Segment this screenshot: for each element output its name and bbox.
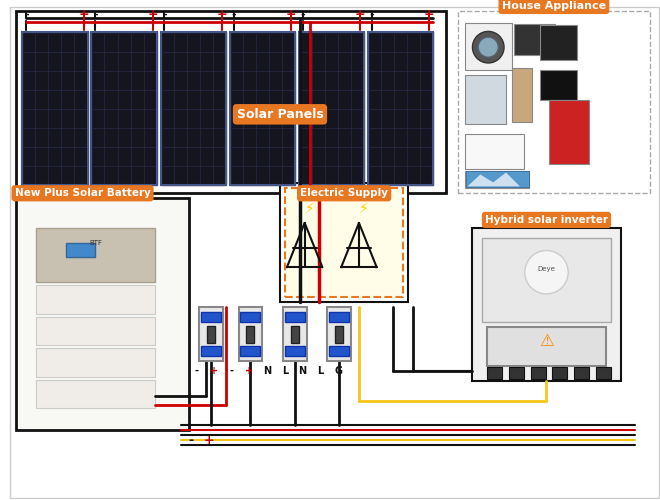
Text: +: + — [354, 8, 365, 21]
Bar — [596, 367, 610, 379]
Bar — [36, 285, 154, 314]
Circle shape — [525, 250, 568, 294]
Text: +: + — [203, 434, 214, 446]
Text: -: - — [231, 10, 236, 20]
Bar — [36, 228, 154, 282]
Text: +: + — [216, 8, 227, 21]
Bar — [574, 367, 589, 379]
Bar — [238, 307, 262, 361]
Bar — [92, 32, 156, 186]
Text: -: - — [189, 434, 193, 446]
Text: BTF: BTF — [89, 240, 102, 246]
Text: +: + — [79, 8, 89, 21]
Bar — [299, 32, 364, 186]
Text: Hybrid solar inverter: Hybrid solar inverter — [485, 215, 608, 225]
Text: L: L — [317, 366, 323, 376]
Bar — [201, 346, 220, 356]
Text: Electric Supply: Electric Supply — [300, 188, 388, 198]
Bar — [531, 367, 546, 379]
Bar — [329, 312, 349, 322]
Bar — [22, 32, 88, 186]
Bar — [482, 238, 610, 322]
Bar — [327, 307, 351, 361]
Text: G: G — [334, 366, 343, 376]
Bar — [201, 312, 220, 322]
Text: ⚠: ⚠ — [539, 332, 554, 350]
Text: ✦: ✦ — [556, 128, 582, 156]
Bar — [285, 346, 305, 356]
Bar — [329, 346, 349, 356]
Bar — [487, 367, 502, 379]
Bar — [540, 26, 577, 60]
Text: New Plus Solar Battery: New Plus Solar Battery — [15, 188, 150, 198]
Bar — [36, 348, 154, 377]
Text: -: - — [93, 10, 98, 20]
Bar — [552, 367, 567, 379]
Bar — [465, 75, 506, 124]
Bar — [487, 326, 606, 366]
Bar — [92, 32, 156, 186]
Bar — [465, 170, 529, 188]
Text: N: N — [298, 366, 307, 376]
Bar — [473, 228, 620, 381]
Text: ⚡: ⚡ — [305, 202, 314, 216]
Bar — [230, 32, 295, 186]
Bar — [36, 316, 154, 346]
Text: Deye: Deye — [537, 266, 556, 272]
Bar — [285, 188, 403, 297]
Bar — [199, 307, 222, 361]
Text: +: + — [424, 8, 434, 21]
Bar — [465, 22, 512, 70]
Text: N: N — [263, 366, 271, 376]
Bar — [368, 32, 433, 186]
Bar — [16, 10, 446, 194]
Bar — [465, 134, 524, 168]
Bar — [280, 184, 409, 302]
Text: House Appliance: House Appliance — [502, 0, 606, 10]
Text: +: + — [210, 366, 218, 376]
Bar — [22, 32, 88, 186]
Bar — [36, 380, 154, 408]
Bar — [240, 312, 260, 322]
Text: -: - — [370, 10, 374, 20]
Bar — [291, 326, 299, 344]
Text: -: - — [194, 366, 198, 376]
Text: ⚡: ⚡ — [359, 202, 369, 216]
Bar — [207, 326, 215, 344]
Bar — [299, 32, 364, 186]
Bar — [540, 70, 577, 100]
Bar — [16, 198, 189, 430]
Text: -: - — [300, 10, 305, 20]
Bar — [514, 24, 555, 55]
Text: L: L — [282, 366, 288, 376]
Text: -: - — [162, 10, 167, 20]
Text: -: - — [24, 10, 28, 20]
Bar — [240, 346, 260, 356]
Text: -: - — [230, 366, 234, 376]
Text: +: + — [246, 366, 253, 376]
Bar — [283, 307, 307, 361]
Bar — [66, 242, 96, 258]
Bar — [549, 100, 589, 164]
Bar — [160, 32, 226, 186]
Bar — [512, 68, 532, 122]
Text: Solar Panels: Solar Panels — [236, 108, 323, 121]
Bar — [160, 32, 226, 186]
Bar — [335, 326, 343, 344]
Bar — [246, 326, 254, 344]
Text: +: + — [286, 8, 296, 21]
Polygon shape — [467, 172, 520, 186]
Circle shape — [478, 38, 498, 57]
Bar — [457, 10, 650, 194]
Bar — [368, 32, 433, 186]
Circle shape — [473, 32, 504, 63]
Bar — [509, 367, 524, 379]
Text: +: + — [147, 8, 158, 21]
Bar — [465, 170, 529, 188]
Bar — [285, 312, 305, 322]
Bar — [230, 32, 295, 186]
